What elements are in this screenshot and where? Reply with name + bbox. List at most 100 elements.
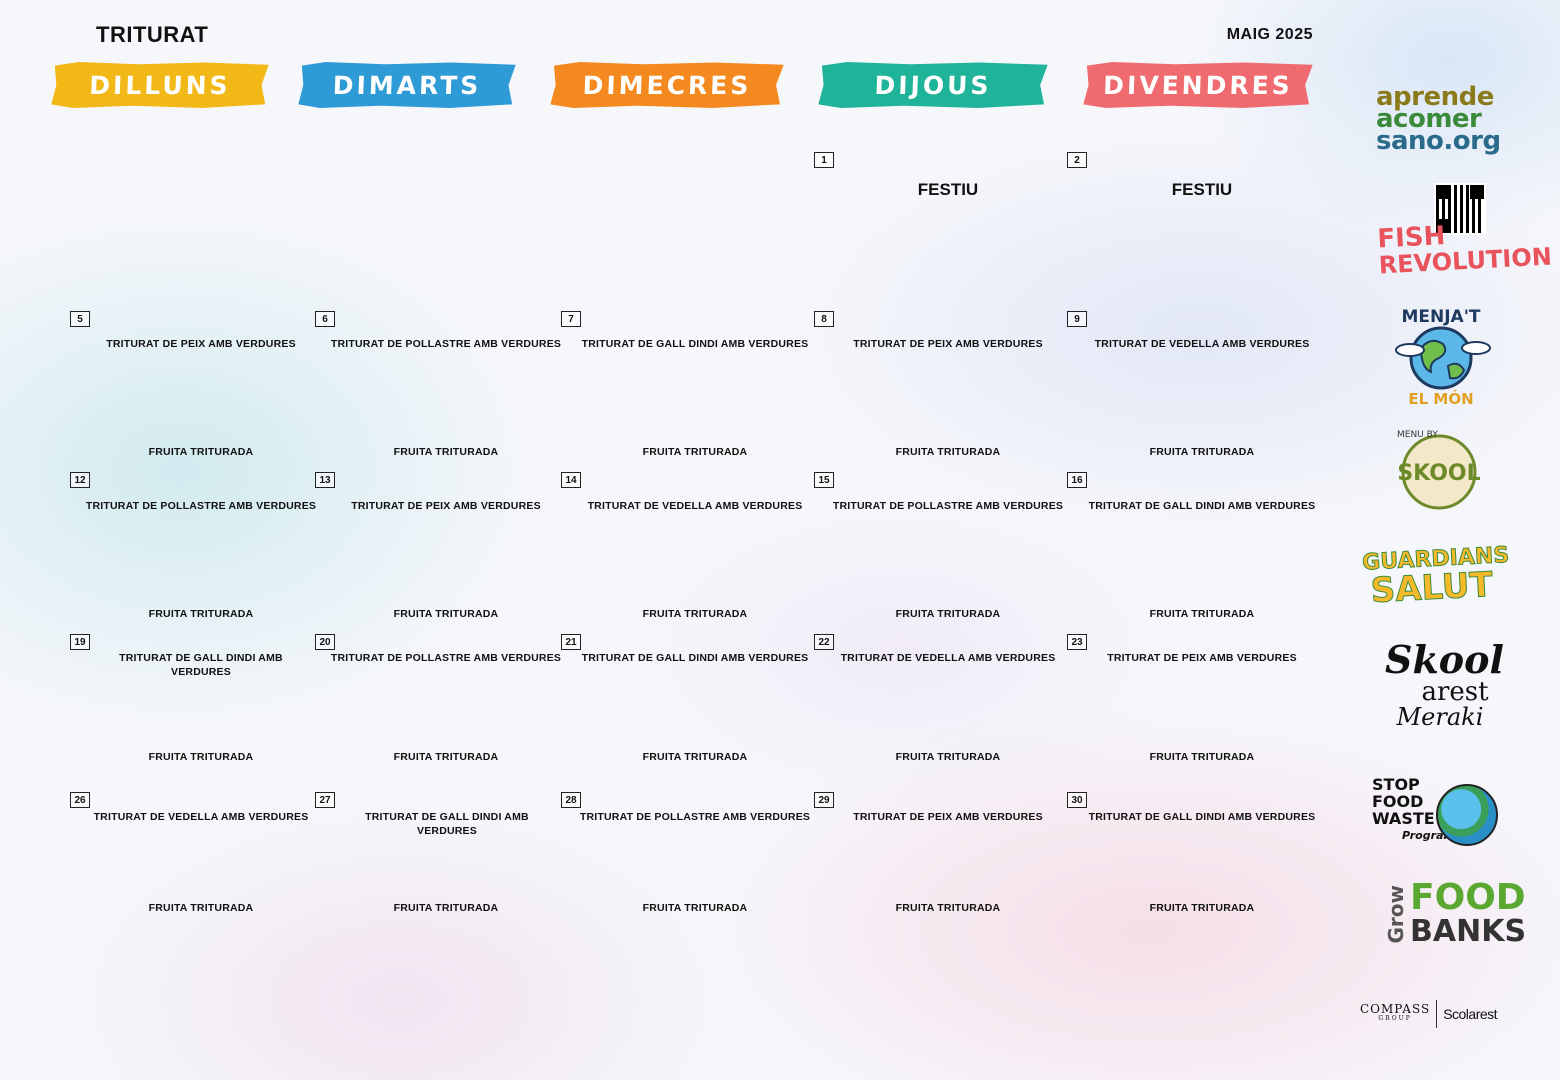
day-number: 29 (814, 792, 834, 808)
meal-main-course: TRITURAT DE GALL DINDI AMB VERDURES (1088, 500, 1316, 512)
compass-scolarest-logo: COMPASS GROUP Scolarest (1360, 1000, 1498, 1028)
meal-dessert: FRUITA TRITURADA (393, 902, 499, 914)
grow-food-banks-logo: Grow FOOD BANKS (1384, 880, 1526, 948)
skoolarest-line-2: arest (1421, 677, 1489, 707)
aprende-line-1: aprende (1376, 82, 1494, 112)
skool-main-text: SKOOL (1397, 461, 1480, 486)
aprende-logo: aprende acomer sano.org (1376, 82, 1501, 156)
meal-main-course: TRITURAT DE POLLASTRE AMB VERDURES (832, 500, 1064, 512)
earth-icon: MENJA'T EL MÓN (1395, 307, 1491, 408)
weekday-banner-divendres: DIVENDRES (1083, 62, 1313, 108)
day-number: 6 (315, 311, 335, 327)
scolarest-text: Scolarest (1443, 1006, 1498, 1022)
meal-dessert: FRUITA TRITURADA (148, 751, 254, 763)
skoolarest-meraki-logo: Skool arest Meraki (1385, 637, 1504, 731)
day-number: 13 (315, 472, 335, 488)
meal-main-course: TRITURAT DE PEIX AMB VERDURES (1107, 652, 1297, 664)
meal-dessert: FRUITA TRITURADA (393, 751, 499, 763)
day-number: 2 (1067, 152, 1087, 168)
meal-main-course: TRITURAT DE POLLASTRE AMB VERDURES (85, 500, 317, 512)
day-number: 20 (315, 634, 335, 650)
skoolarest-line-1: Skool (1385, 637, 1504, 682)
meal-main-course: TRITURAT DE PEIX AMB VERDURES (106, 338, 296, 350)
meal-dessert: FRUITA TRITURADA (1149, 902, 1255, 914)
guardians-salut-logo: GUARDIANS SALUT (1361, 542, 1510, 612)
stopfood-line-1: STOP (1372, 775, 1420, 794)
compass-text: COMPASS (1360, 1002, 1431, 1016)
weekday-banner-dimecres: DIMECRES (550, 62, 784, 108)
menjat-el-mon-logo: MENJA'T EL MÓN (1386, 300, 1496, 410)
menjat-bottom-text: EL MÓN (1408, 389, 1473, 408)
day-number: 23 (1067, 634, 1087, 650)
meal-main-course: TRITURAT DE VEDELLA AMB VERDURES (587, 500, 803, 512)
meal-dessert: FRUITA TRITURADA (895, 446, 1001, 458)
guardians-line-2: SALUT (1369, 564, 1494, 612)
page-title: TRITURAT (96, 22, 209, 47)
day-number: 16 (1067, 472, 1087, 488)
weekday-banner-dijous: DIJOUS (818, 62, 1048, 108)
aprende-line-3: sano.org (1376, 126, 1501, 156)
meal-dessert: FRUITA TRITURADA (1149, 608, 1255, 620)
stopfood-line-2: FOOD (1372, 792, 1424, 811)
meal-dessert: FRUITA TRITURADA (895, 902, 1001, 914)
aprende-line-2: acomer (1376, 104, 1482, 134)
qr-code-icon (1434, 183, 1486, 235)
weekday-banner-dimarts: DIMARTS (298, 62, 516, 108)
grow-banks-text: BANKS (1410, 914, 1527, 949)
day-number: 26 (70, 792, 90, 808)
day-number: 27 (315, 792, 335, 808)
meal-dessert: FRUITA TRITURADA (642, 446, 748, 458)
meal-main-course: TRITURAT DE PEIX AMB VERDURES (853, 338, 1043, 350)
meal-dessert: FRUITA TRITURADA (148, 446, 254, 458)
day-number: 1 (814, 152, 834, 168)
meal-main-course: TRITURAT DE GALL DINDI AMB VERDURES (365, 811, 529, 837)
day-number: 5 (70, 311, 90, 327)
meal-main-course: TRITURAT DE VEDELLA AMB VERDURES (93, 811, 309, 823)
meal-main-course: TRITURAT DE GALL DINDI AMB VERDURES (119, 652, 283, 678)
month-label: MAIG 2025 (1226, 26, 1313, 43)
day-number: 9 (1067, 311, 1087, 327)
fish-revolution-logo: FISH REVOLUTION (1377, 218, 1553, 279)
meal-main-course: TRITURAT DE GALL DINDI AMB VERDURES (581, 652, 809, 664)
day-number: 28 (561, 792, 581, 808)
meal-dessert: FRUITA TRITURADA (642, 608, 748, 620)
day-number: 8 (814, 311, 834, 327)
grow-text: Grow (1384, 884, 1408, 944)
meal-dessert: FRUITA TRITURADA (642, 751, 748, 763)
meal-dessert: FRUITA TRITURADA (895, 608, 1001, 620)
meal-main-course: TRITURAT DE GALL DINDI AMB VERDURES (581, 338, 809, 350)
menjat-top-text: MENJA'T (1401, 307, 1480, 327)
meal-main-course: TRITURAT DE POLLASTRE AMB VERDURES (579, 811, 811, 823)
meal-dessert: FRUITA TRITURADA (393, 446, 499, 458)
holiday-label: FESTIU (917, 180, 979, 199)
meal-main-course: TRITURAT DE POLLASTRE AMB VERDURES (330, 652, 562, 664)
menu-by-skool-logo: MENU BY SKOOL (1393, 426, 1483, 516)
compass-group-text: GROUP (1378, 1015, 1412, 1022)
day-number: 30 (1067, 792, 1087, 808)
meal-dessert: FRUITA TRITURADA (393, 608, 499, 620)
day-number: 22 (814, 634, 834, 650)
meal-dessert: FRUITA TRITURADA (895, 751, 1001, 763)
skool-top-text: MENU BY (1397, 430, 1438, 440)
meal-dessert: FRUITA TRITURADA (148, 608, 254, 620)
day-number: 14 (561, 472, 581, 488)
meal-main-course: TRITURAT DE VEDELLA AMB VERDURES (840, 652, 1056, 664)
meal-main-course: TRITURAT DE PEIX AMB VERDURES (351, 500, 541, 512)
skoolarest-line-3: Meraki (1396, 703, 1484, 731)
meal-main-course: TRITURAT DE PEIX AMB VERDURES (853, 811, 1043, 823)
day-number: 19 (70, 634, 90, 650)
holiday-label: FESTIU (1171, 180, 1233, 199)
stop-food-waste-logo: STOP FOOD WASTE Program (1372, 776, 1455, 844)
stopfood-line-3: WASTE (1372, 809, 1435, 828)
meal-main-course: TRITURAT DE GALL DINDI AMB VERDURES (1088, 811, 1316, 823)
day-number: 21 (561, 634, 581, 650)
weekday-banner-dilluns: DILLUNS (51, 62, 269, 108)
meal-main-course: TRITURAT DE POLLASTRE AMB VERDURES (330, 338, 562, 350)
day-number: 7 (561, 311, 581, 327)
globe-icon (1436, 784, 1498, 846)
meal-dessert: FRUITA TRITURADA (642, 902, 748, 914)
meal-dessert: FRUITA TRITURADA (148, 902, 254, 914)
grow-food-text: FOOD (1410, 877, 1526, 918)
day-number: 12 (70, 472, 90, 488)
day-number: 15 (814, 472, 834, 488)
